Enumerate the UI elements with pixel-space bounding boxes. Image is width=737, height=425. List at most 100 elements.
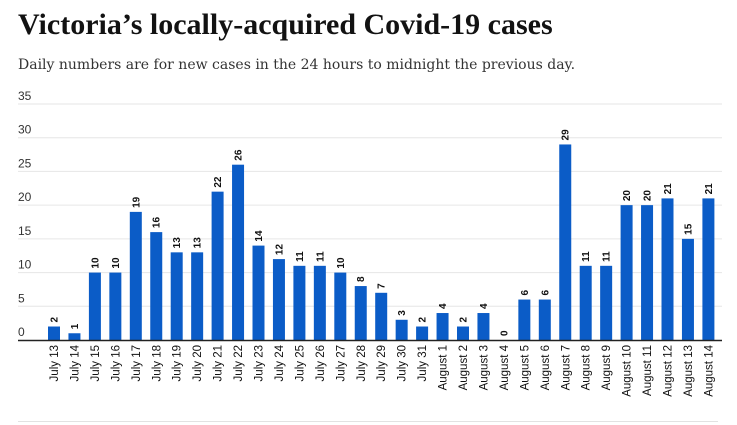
bottom-divider: [18, 421, 718, 422]
bar-value-label: 2: [418, 317, 429, 323]
bar-value-label: 10: [90, 257, 101, 269]
bar: [681, 238, 694, 340]
bar-value-label: 1: [70, 323, 81, 329]
y-tick-label: 35: [18, 89, 32, 103]
bar: [641, 205, 654, 340]
x-tick-label: July 14: [69, 344, 81, 381]
bar: [457, 326, 469, 340]
x-tick-label: July 17: [131, 345, 143, 381]
x-tick-label: July 30: [397, 345, 409, 381]
bar-value-label: 11: [315, 251, 326, 262]
x-tick-label: July 21: [213, 345, 225, 381]
x-tick-label: August 8: [581, 345, 593, 390]
bar: [375, 292, 388, 340]
bar: [211, 191, 224, 340]
x-tick-label: August 3: [478, 345, 490, 390]
x-tick-label: July 24: [274, 344, 286, 381]
x-tick-label: August 12: [663, 345, 675, 397]
bar-value-label: 20: [643, 190, 654, 202]
bar-value-label: 0: [499, 330, 510, 336]
bar: [68, 333, 81, 340]
bar-value-label: 8: [356, 276, 367, 282]
chart-title: Victoria’s locally-acquired Covid-19 cas…: [18, 8, 553, 41]
x-tick-label: July 31: [417, 345, 429, 381]
bar-value-label: 13: [172, 237, 183, 249]
bar-value-label: 21: [704, 183, 715, 195]
x-tick-label: July 29: [376, 345, 388, 381]
bar-value-label: 4: [479, 303, 490, 309]
x-tick-label: August 5: [519, 345, 531, 390]
bar: [293, 265, 306, 340]
y-tick-label: 20: [18, 190, 32, 204]
bar: [600, 265, 613, 340]
x-tick-label: July 28: [356, 345, 368, 381]
bar-value-label: 12: [274, 244, 285, 256]
x-tick-label: August 9: [601, 345, 613, 390]
bar-value-label: 21: [663, 183, 674, 195]
x-tick-label: July 19: [172, 345, 184, 381]
bar-value-label: 20: [622, 190, 633, 202]
bar-value-label: 7: [377, 283, 388, 289]
bar-value-label: 26: [234, 149, 245, 161]
x-tick-label: August 4: [499, 344, 511, 390]
bar-value-label: 2: [459, 317, 470, 323]
bar-value-label: 11: [295, 251, 306, 262]
x-tick-label: August 10: [622, 345, 634, 397]
bar: [150, 232, 163, 340]
bar-value-label: 13: [193, 237, 204, 249]
x-tick-label: August 13: [683, 345, 695, 397]
x-tick-label: July 16: [110, 345, 122, 381]
bars: [48, 144, 715, 340]
bar-value-label: 10: [336, 257, 347, 269]
x-tick-label: July 20: [192, 345, 204, 381]
bar: [170, 252, 183, 340]
chart-subtitle: Daily numbers are for new cases in the 2…: [18, 57, 576, 73]
x-tick-label: July 22: [233, 345, 245, 381]
x-tick-label: July 23: [254, 345, 266, 381]
bar-value-label: 3: [397, 310, 408, 316]
bar: [129, 211, 142, 340]
y-tick-label: 10: [18, 258, 32, 272]
y-tick-label: 25: [18, 156, 32, 170]
bar: [436, 313, 449, 340]
bar: [538, 299, 551, 340]
bar: [272, 259, 285, 340]
x-tick-label: August 14: [703, 344, 715, 396]
x-tick-label: August 1: [438, 345, 450, 390]
bar: [579, 265, 592, 340]
y-axis-tick-labels: 0 5 10 15 20 25 30 35: [18, 89, 32, 339]
bar: [620, 205, 633, 340]
y-tick-label: 0: [18, 325, 25, 339]
bar: [477, 313, 490, 340]
bar: [313, 265, 326, 340]
x-tick-label: August 11: [642, 345, 654, 396]
x-axis-tick-labels: July 13 July 14 July 15 July 16 July 17 July …: [49, 344, 715, 396]
x-tick-label: July 27: [335, 345, 347, 381]
x-tick-label: July 15: [90, 345, 102, 381]
bar: [395, 319, 408, 340]
x-tick-label: July 25: [294, 345, 306, 381]
y-tick-label: 30: [18, 123, 32, 137]
bar: [252, 245, 265, 340]
bar: [191, 252, 204, 340]
bar-value-label: 29: [561, 129, 572, 141]
bar: [416, 326, 429, 340]
bar-value-label: 14: [254, 230, 265, 242]
bar: [354, 286, 367, 340]
y-tick-label: 15: [18, 224, 32, 238]
bar-value-label: 6: [520, 290, 531, 296]
y-tick-label: 5: [18, 291, 25, 305]
x-tick-label: August 2: [458, 345, 470, 390]
bar: [518, 299, 531, 340]
bar: [661, 198, 674, 340]
bar-value-label: 22: [213, 176, 224, 188]
x-tick-label: August 6: [540, 345, 552, 390]
bar: [48, 326, 60, 340]
bar-value-label: 11: [602, 251, 613, 262]
x-tick-label: August 7: [560, 345, 572, 390]
bar-value-label: 15: [683, 223, 694, 235]
x-tick-label: July 18: [151, 345, 163, 381]
x-tick-label: July 13: [49, 345, 61, 381]
